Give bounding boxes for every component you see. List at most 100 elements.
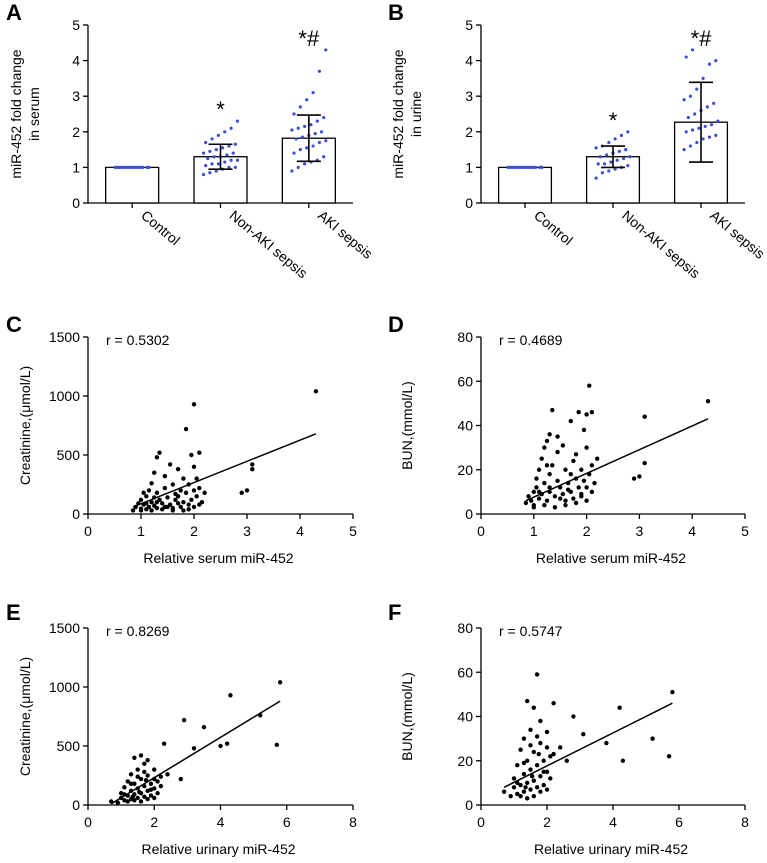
panel-c-data-point: [202, 490, 207, 495]
panel-d-data-point: [526, 494, 531, 499]
panel-b-data-point: [701, 76, 705, 80]
panel-e-data-point: [178, 776, 183, 782]
panel-d-data-point: [536, 489, 542, 495]
panel-f-data-point: [529, 774, 535, 779]
panel-c-data-point: [152, 470, 157, 475]
panel-f-x-tick-label: 2: [543, 814, 551, 830]
panel-a-y-tick-label: 2: [72, 124, 80, 140]
panel-f-data-point: [521, 771, 527, 777]
panel-f-y-tick-label: 20: [457, 753, 473, 769]
panel-c-data-point: [173, 497, 178, 503]
panel-d-data-point: [552, 494, 558, 499]
panel-d-data-point: [534, 485, 539, 490]
panel-b-y-axis-title: in urine: [408, 91, 424, 137]
panel-a-data-point: [296, 126, 300, 130]
panel-d-data-point: [563, 467, 568, 472]
panel-b-data-point: [607, 169, 611, 173]
panel-d-data-point: [555, 478, 560, 484]
panel-a-data-point: [324, 139, 328, 143]
panel-d-data-point: [581, 478, 587, 484]
panel-f-data-point: [538, 718, 543, 724]
panel-e-data-point: [274, 742, 280, 748]
panel-d-data-point: [568, 418, 573, 424]
panel-a-data-point: [294, 137, 298, 141]
panel-f-data-point: [525, 758, 530, 763]
panel-c-data-point: [160, 507, 165, 512]
panel-e-data-point: [130, 794, 135, 799]
panel-a-data-point: [322, 155, 326, 159]
panel-a-data-point: [229, 126, 233, 130]
panel-f-data-point: [528, 743, 533, 748]
panel-c-data-point: [154, 500, 160, 505]
panel-f-data-point: [511, 785, 517, 790]
panel-c-data-point: [181, 508, 186, 513]
panel-d-data-point: [571, 458, 576, 464]
panel-f-data-point: [544, 745, 550, 750]
panel-a-significance-mark: *: [216, 97, 225, 122]
panel-c-data-point: [157, 450, 162, 455]
panel-b-y-tick-label: 2: [465, 124, 473, 140]
panel-e-data-point: [142, 769, 147, 775]
panel-e-correlation-label: r = 0.8269: [106, 623, 170, 639]
panel-a-y-axis-title: miR-452 fold change: [8, 49, 24, 178]
panel-e-data-point: [201, 724, 207, 730]
panel-c-data-point: [170, 508, 175, 513]
panel-b-data-point: [628, 155, 632, 159]
panel-b-data-point: [517, 165, 521, 169]
panel-d-data-point: [631, 476, 637, 481]
panel-a-data-point: [315, 119, 319, 123]
panel-a-data-point: [216, 133, 220, 137]
panel-c-data-point: [141, 490, 146, 495]
panel-b-data-point: [684, 130, 688, 134]
panel-b-y-tick-label: 3: [465, 88, 473, 104]
panel-c-y-tick-label: 0: [72, 506, 80, 522]
panel-a-data-point: [313, 131, 317, 136]
panel-e-data-point: [155, 779, 160, 784]
panel-f-data-point: [666, 754, 672, 759]
panel-d-data-point: [555, 449, 560, 455]
panel-d-data-point: [544, 438, 550, 444]
panel-e-data-point: [137, 789, 142, 795]
panel-f-data-point: [551, 701, 556, 706]
panel-e-data-point: [148, 787, 154, 792]
panel-d-data-point: [542, 445, 547, 450]
panel-f-data-point: [538, 740, 543, 746]
panel-b-data-point: [684, 55, 688, 59]
panel-c-data-point: [189, 497, 194, 503]
panel-b-x-tick-label: Non-AKI sepsis: [619, 207, 703, 281]
panel-c-data-point: [175, 466, 181, 472]
panel-f-letter: F: [388, 600, 401, 625]
panel-a-data-point: [208, 171, 212, 175]
panel-c-data-point: [191, 488, 197, 493]
panel-c-data-point: [183, 490, 189, 495]
panel-f-data-point: [538, 789, 543, 794]
panel-e-data-point: [132, 781, 137, 786]
panel-f-data-point: [604, 740, 609, 746]
panel-f-data-point: [528, 727, 533, 732]
panel-d-y-axis-title: BUN,(mmol/L): [399, 381, 415, 470]
panel-e-data-point: [142, 794, 147, 799]
panel-b-data-point: [594, 176, 598, 180]
panel-b-significance-mark: *#: [691, 26, 713, 51]
panel-f-data-point: [525, 796, 530, 801]
panel-a-data-point: [208, 149, 212, 153]
panel-f-x-tick-label: 0: [477, 814, 485, 830]
panel-a-data-point: [136, 165, 141, 169]
panel-b-data-point: [712, 101, 716, 105]
panel-a-data-point: [317, 69, 322, 73]
panel-e-data-point: [128, 781, 134, 786]
panel-d-data-point: [573, 500, 579, 506]
panel-d-data-point: [550, 407, 555, 413]
panel-d-data-point: [589, 463, 595, 468]
panel-c-y-tick-label: 1500: [49, 329, 80, 345]
panel-f-data-point: [501, 789, 507, 794]
panel-c-y-tick-label: 500: [57, 447, 81, 463]
panel-a-data-point: [212, 155, 216, 159]
panel-f-data-point: [521, 789, 527, 794]
panel-e-data-point: [224, 741, 230, 746]
panel-a-data-point: [292, 112, 296, 116]
panel-c-data-point: [138, 497, 144, 503]
panel-f-data-point: [518, 793, 523, 799]
panel-e-data-point: [125, 779, 130, 784]
panel-c-data-point: [189, 452, 194, 458]
